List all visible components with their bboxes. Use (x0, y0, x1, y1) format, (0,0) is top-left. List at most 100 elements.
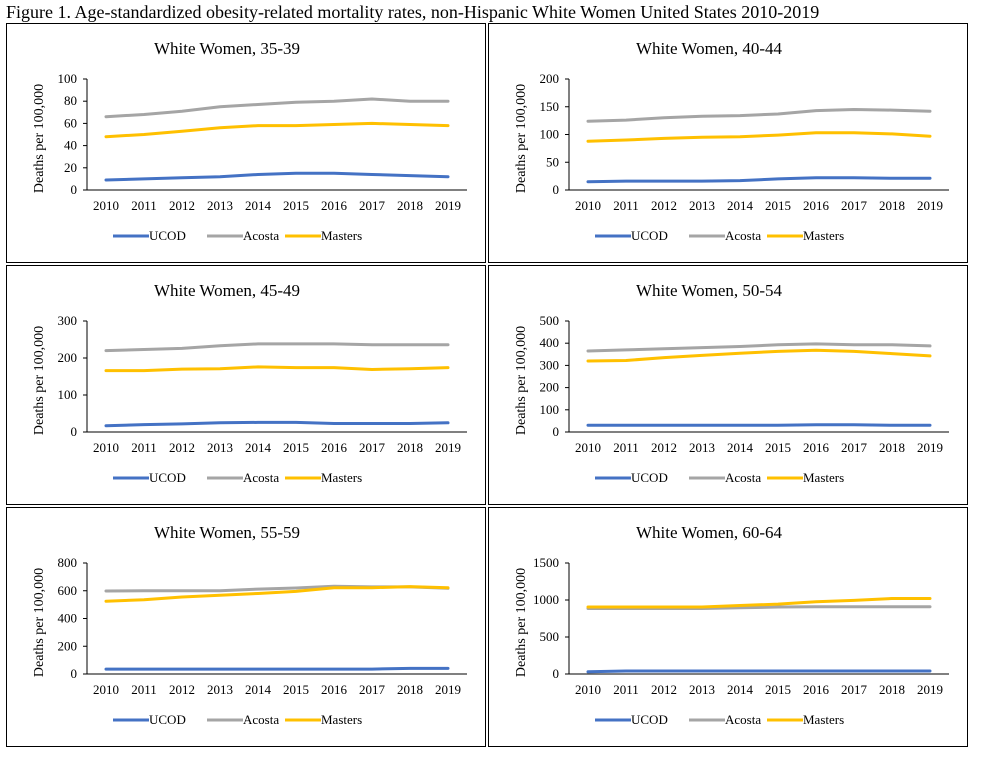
y-tick-label: 60 (64, 115, 77, 130)
x-tick-label: 2019 (917, 198, 943, 213)
y-tick-label: 500 (540, 629, 560, 644)
x-tick-label: 2010 (93, 440, 119, 455)
legend-label-acosta: Acosta (243, 228, 279, 243)
x-tick-label: 2016 (321, 682, 348, 697)
x-tick-label: 2013 (689, 198, 715, 213)
legend-label-acosta: Acosta (725, 470, 761, 485)
chart-title: White Women, 55-59 (154, 523, 300, 542)
y-tick-label: 0 (553, 666, 560, 681)
y-tick-label: 100 (58, 387, 78, 402)
y-tick-label: 20 (64, 160, 77, 175)
series-line-acosta (104, 97, 450, 119)
legend-label-ucod: UCOD (631, 228, 668, 243)
x-tick-label: 2016 (321, 198, 348, 213)
y-tick-label: 0 (71, 182, 78, 197)
x-tick-label: 2018 (397, 198, 423, 213)
chart-title: White Women, 35-39 (154, 39, 300, 58)
x-tick-label: 2018 (397, 440, 423, 455)
legend-label-ucod: UCOD (631, 712, 668, 727)
x-tick-label: 2012 (651, 440, 677, 455)
y-axis-label: Deaths per 100,000 (32, 84, 47, 193)
x-tick-label: 2015 (283, 440, 309, 455)
legend-label-masters: Masters (321, 712, 362, 727)
y-tick-label: 0 (553, 182, 560, 197)
y-tick-label: 40 (64, 138, 77, 153)
x-tick-label: 2010 (93, 682, 119, 697)
x-tick-label: 2013 (207, 440, 233, 455)
x-tick-label: 2017 (359, 682, 386, 697)
series-line-acosta (104, 342, 450, 353)
series-line-acosta (586, 342, 932, 353)
x-tick-label: 2019 (917, 440, 943, 455)
y-tick-label: 100 (540, 402, 560, 417)
x-tick-label: 2014 (727, 682, 754, 697)
chart-svg: White Women, 60-64 Deaths per 100,000 0 500… (514, 523, 949, 727)
y-tick-label: 0 (71, 424, 78, 439)
legend-label-acosta: Acosta (243, 712, 279, 727)
x-tick-label: 2019 (435, 440, 461, 455)
x-tick-label: 2013 (207, 198, 233, 213)
legend-label-ucod: UCOD (149, 228, 186, 243)
x-tick-label: 2011 (131, 198, 157, 213)
legend-label-masters: Masters (321, 470, 362, 485)
x-tick-label: 2014 (727, 198, 754, 213)
x-tick-label: 2017 (841, 440, 868, 455)
x-tick-label: 2014 (245, 440, 272, 455)
x-tick-label: 2014 (245, 682, 272, 697)
series-line-ucod (104, 171, 450, 182)
x-tick-label: 2013 (689, 682, 715, 697)
y-axis-label: Deaths per 100,000 (514, 84, 529, 193)
y-tick-label: 600 (58, 583, 78, 598)
legend-label-masters: Masters (803, 470, 844, 485)
y-tick-label: 0 (553, 424, 560, 439)
chart-title: White Women, 60-64 (636, 523, 783, 542)
x-tick-label: 2014 (245, 198, 272, 213)
y-tick-label: 200 (58, 638, 78, 653)
x-tick-label: 2011 (131, 682, 157, 697)
y-tick-label: 200 (58, 350, 78, 365)
x-tick-label: 2012 (169, 682, 195, 697)
y-tick-label: 100 (58, 71, 78, 86)
chart-panel-40-44: White Women, 40-44 Deaths per 100,000 0 50 1… (488, 23, 968, 263)
legend-label-masters: Masters (803, 228, 844, 243)
x-tick-label: 2015 (283, 198, 309, 213)
series-line-ucod (586, 669, 932, 674)
y-tick-label: 200 (540, 380, 560, 395)
chart-panel-60-64: White Women, 60-64 Deaths per 100,000 0 500… (488, 507, 968, 747)
x-tick-label: 2018 (879, 198, 905, 213)
x-tick-label: 2010 (93, 198, 119, 213)
series-line-masters (586, 597, 932, 609)
x-tick-label: 2019 (435, 682, 461, 697)
series-line-ucod (104, 666, 450, 671)
x-tick-label: 2017 (841, 682, 868, 697)
y-tick-label: 80 (64, 93, 77, 108)
x-tick-label: 2011 (613, 198, 639, 213)
legend-label-acosta: Acosta (725, 712, 761, 727)
legend-label-acosta: Acosta (725, 228, 761, 243)
chart-title: White Women, 50-54 (636, 281, 783, 300)
series-line-masters (104, 121, 450, 139)
series-line-ucod (586, 176, 932, 184)
x-tick-label: 2012 (651, 198, 677, 213)
x-tick-label: 2018 (879, 440, 905, 455)
y-axis-label: Deaths per 100,000 (32, 568, 47, 677)
figure-title: Figure 1. Age-standardized obesity-relat… (6, 2, 820, 22)
x-tick-label: 2015 (765, 682, 791, 697)
chart-panel-35-39: White Women, 35-39 Deaths per 100,000 0 20 4… (6, 23, 486, 263)
y-tick-label: 0 (71, 666, 78, 681)
y-tick-label: 400 (540, 335, 560, 350)
x-tick-label: 2015 (283, 682, 309, 697)
x-tick-label: 2010 (575, 440, 601, 455)
chart-svg: White Women, 35-39 Deaths per 100,000 0 20 4… (32, 39, 467, 243)
chart-title: White Women, 40-44 (636, 39, 783, 58)
y-axis-label: Deaths per 100,000 (514, 326, 529, 435)
y-tick-label: 300 (58, 313, 78, 328)
series-line-masters (104, 365, 450, 373)
x-tick-label: 2011 (613, 440, 639, 455)
chart-svg: White Women, 45-49 Deaths per 100,000 0 100… (32, 281, 467, 485)
legend-label-acosta: Acosta (243, 470, 279, 485)
y-tick-label: 300 (540, 357, 560, 372)
legend-label-masters: Masters (321, 228, 362, 243)
x-tick-label: 2010 (575, 198, 601, 213)
x-tick-label: 2018 (879, 682, 905, 697)
